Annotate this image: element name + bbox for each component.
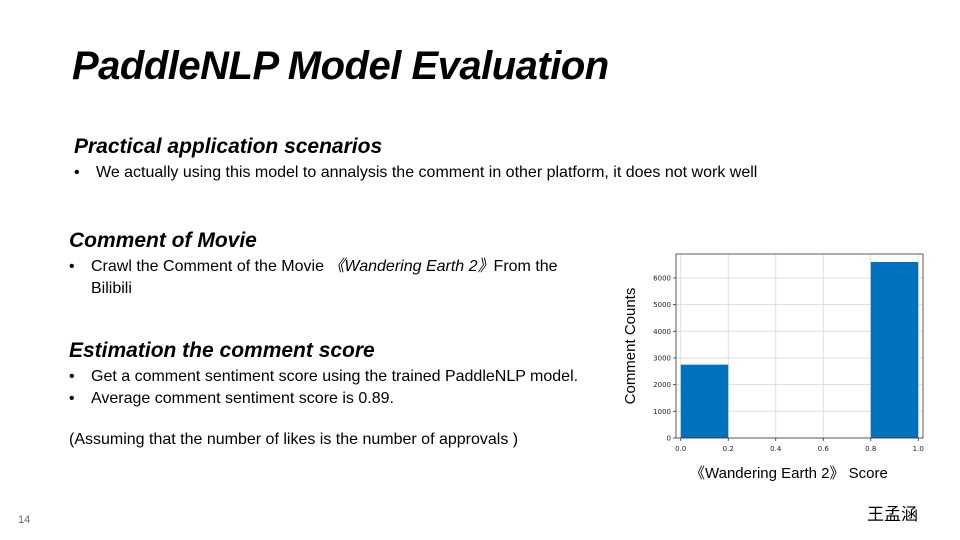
estimation-bullet-list: Get a comment sentiment score using the …	[69, 366, 589, 409]
x-tick-label: 0.0	[675, 445, 686, 453]
movie-bullet-text: Crawl the Comment of the Movie	[91, 258, 329, 275]
y-tick-label: 0	[667, 435, 671, 443]
y-tick-label: 2000	[653, 381, 671, 389]
x-tick-label: 0.2	[723, 445, 734, 453]
y-tick-label: 3000	[653, 355, 671, 363]
x-tick-label: 1.0	[913, 445, 924, 453]
estimation-bullet: Get a comment sentiment score using the …	[69, 366, 589, 388]
y-tick-label: 5000	[653, 301, 671, 309]
y-tick-label: 6000	[653, 275, 671, 283]
movie-bullet: Crawl the Comment of the Movie 《Wanderin…	[69, 256, 589, 299]
histogram-chart: 0.0 0.2 0.4 0.6 0.8 1.0 0 1000 2000 3000 4000 5000 6…	[622, 253, 924, 453]
chart-x-axis-label: 《Wandering Earth 2》 Score	[690, 465, 888, 482]
scenarios-heading: Practical application scenarios	[74, 135, 383, 158]
movie-heading: Comment of Movie	[69, 229, 257, 252]
author-name: 王孟涵	[867, 505, 918, 525]
y-tick-label: 4000	[653, 328, 671, 336]
y-tick-label: 1000	[653, 408, 671, 416]
histogram-bar	[870, 262, 919, 438]
estimation-bullet: Average comment sentiment score is 0.89.	[69, 388, 589, 410]
page-number: 14	[18, 514, 31, 526]
x-tick-label: 0.6	[818, 445, 830, 453]
estimation-note: (Assuming that the number of likes is th…	[69, 431, 519, 448]
movie-bullet-source: From the Bilibili	[91, 258, 558, 297]
estimation-heading: Estimation the comment score	[69, 339, 375, 362]
chart-y-axis-label: Comment Counts	[622, 288, 639, 405]
x-tick-label: 0.8	[865, 445, 876, 453]
x-tick-label: 0.4	[770, 445, 782, 453]
slide-title: PaddleNLP Model Evaluation	[72, 44, 609, 88]
histogram-bar	[680, 364, 729, 438]
movie-bullet-list: Crawl the Comment of the Movie 《Wanderin…	[69, 256, 589, 299]
movie-title-italic: 《Wandering Earth 2》	[328, 258, 494, 275]
scenarios-bullet-list: We actually using this model to annalysi…	[74, 162, 894, 184]
plot-frame	[675, 253, 924, 439]
scenarios-bullet: We actually using this model to annalysi…	[74, 162, 894, 184]
